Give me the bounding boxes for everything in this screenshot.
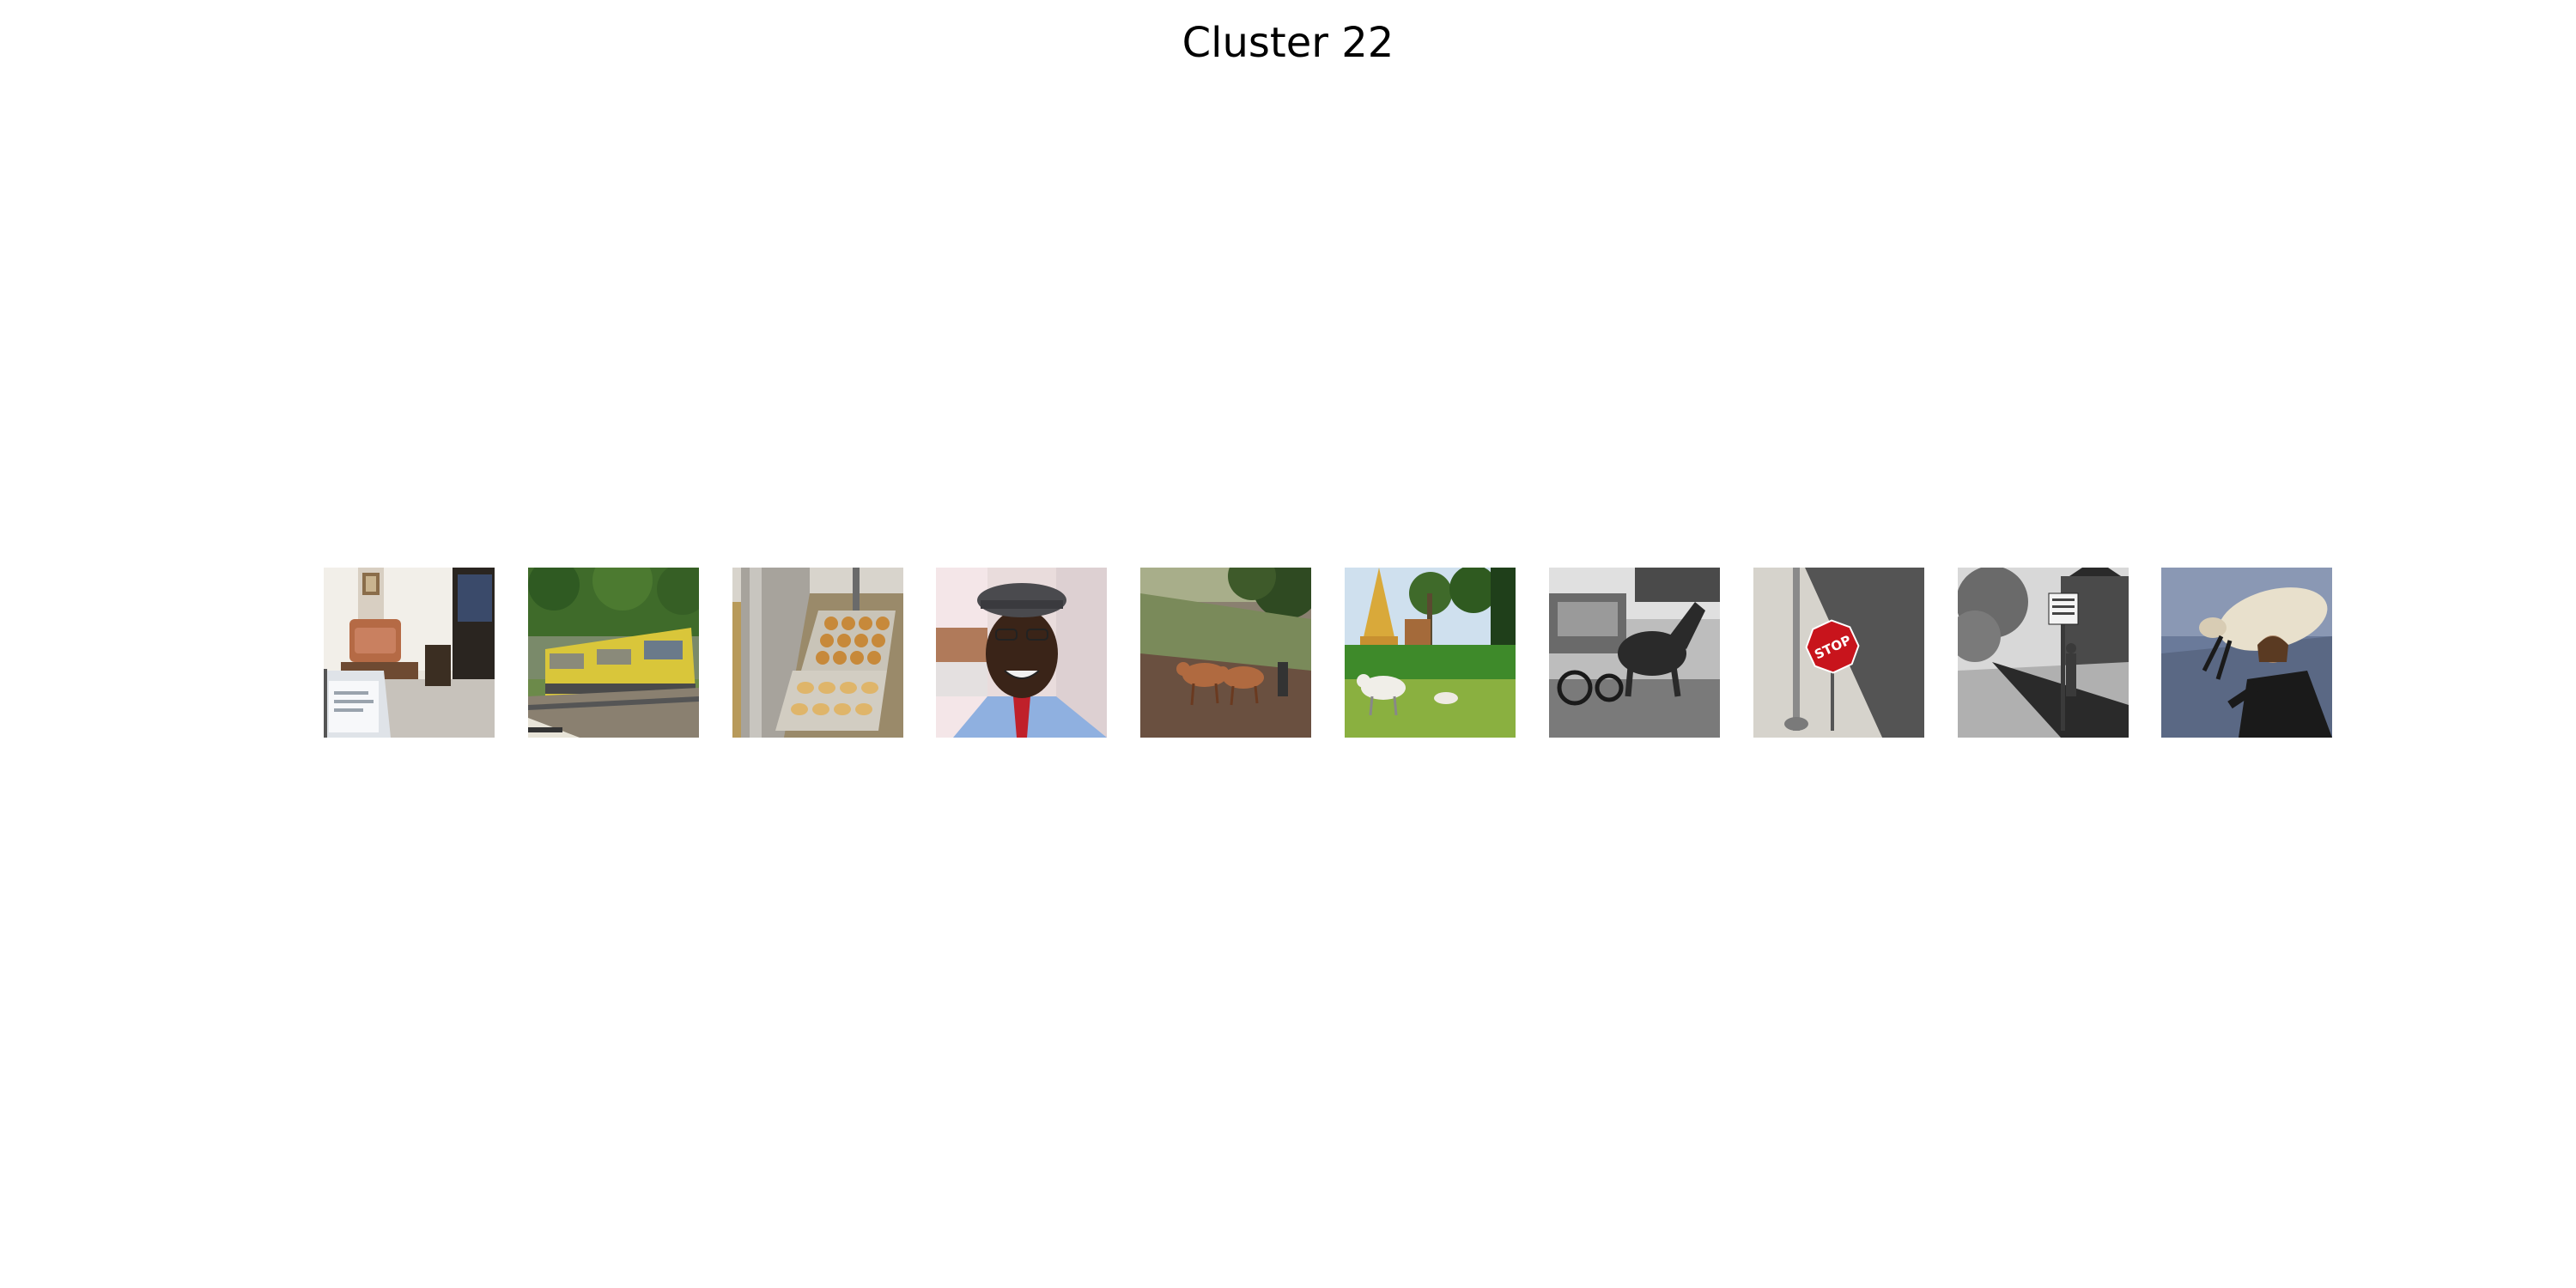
street-sign-bw-photo (1958, 568, 2129, 738)
temple-cows-field-photo (1345, 568, 1516, 738)
image-strip: STOP (0, 568, 2576, 738)
living-room-laptop-photo (324, 568, 495, 738)
baked-goods-tray-photo (732, 568, 903, 738)
horse-wagon-bw-photo (1549, 568, 1720, 738)
man-carrying-sheep-photo (2161, 568, 2332, 738)
stop-sign-pole-photo: STOP (1753, 568, 1924, 738)
figure-title: Cluster 22 (1182, 19, 1394, 67)
cows-on-dirt-hill-photo (1140, 568, 1311, 738)
man-flat-cap-portrait-photo (936, 568, 1107, 738)
yellow-train-photo (528, 568, 699, 738)
